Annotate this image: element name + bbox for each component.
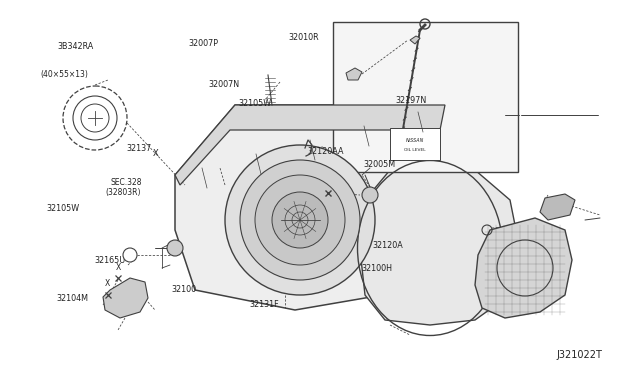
Circle shape [240,160,360,280]
Text: 32104M: 32104M [56,294,88,303]
Text: X: X [115,263,120,272]
Text: 32010R: 32010R [288,33,319,42]
Text: X: X [104,279,109,289]
Text: 32100: 32100 [172,285,196,294]
Polygon shape [346,68,362,80]
Polygon shape [175,105,470,310]
Polygon shape [360,165,520,325]
Text: 32137: 32137 [127,144,152,153]
Text: 32105W: 32105W [46,204,79,213]
Bar [390,128,440,160]
Text: 32007P: 32007P [189,39,219,48]
Polygon shape [103,278,148,318]
Polygon shape [540,194,575,220]
Text: X: X [153,148,159,157]
Text: 32120AA: 32120AA [307,147,344,156]
Text: 32007N: 32007N [208,80,239,89]
Text: 32100H: 32100H [362,264,392,273]
Circle shape [362,187,378,203]
Circle shape [272,192,328,248]
Text: J321022T: J321022T [557,350,603,360]
Circle shape [167,240,183,256]
Text: 3B342RA: 3B342RA [58,42,93,51]
Circle shape [255,175,345,265]
Circle shape [63,86,127,150]
Text: SEC.328: SEC.328 [111,178,142,187]
Text: 32165U: 32165U [95,256,126,265]
Text: 32197N: 32197N [396,96,427,105]
Text: 32131F: 32131F [250,300,279,309]
Text: 32105W: 32105W [238,99,271,108]
Polygon shape [410,36,420,44]
Text: OIL LEVEL: OIL LEVEL [404,148,426,152]
Text: 32005M: 32005M [364,160,396,169]
Polygon shape [175,105,445,185]
Text: (40×55×13): (40×55×13) [40,70,88,79]
Bar [333,22,518,172]
Polygon shape [475,218,572,318]
Circle shape [123,248,137,262]
Text: NISSAN: NISSAN [406,138,424,142]
Text: (32803R): (32803R) [106,188,141,197]
Circle shape [225,145,375,295]
Text: 32120A: 32120A [372,241,403,250]
